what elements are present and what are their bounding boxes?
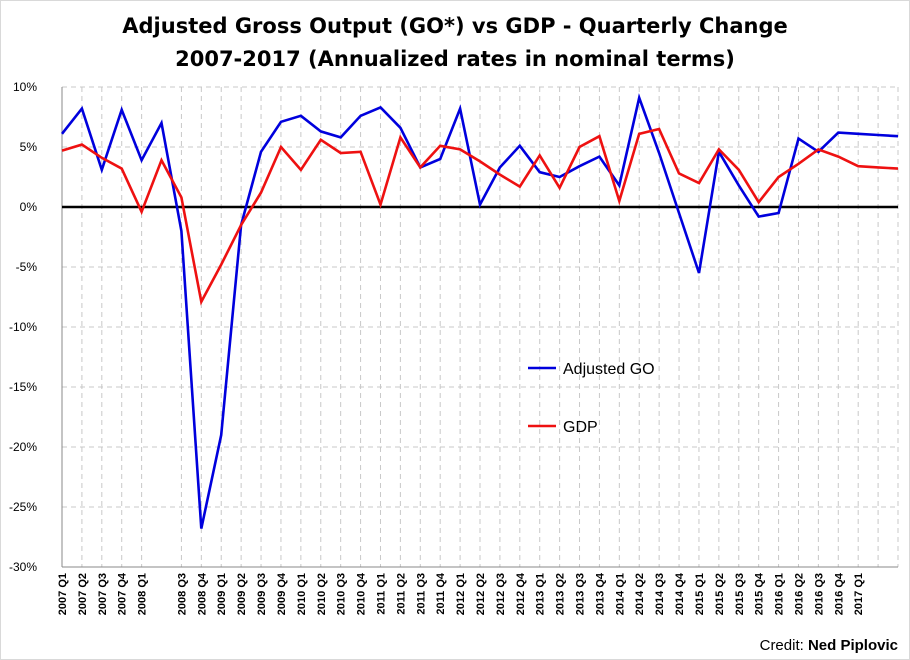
credit-line: Credit: Ned Piplovic xyxy=(760,637,898,654)
credit-prefix: Credit: xyxy=(759,637,808,654)
series-lines xyxy=(60,93,899,529)
y-tick-label: -20% xyxy=(9,440,37,454)
x-tick-label: 2011 Q3 xyxy=(415,573,427,615)
series-line-gdp xyxy=(61,127,899,306)
x-tick-label: 2010 Q3 xyxy=(336,573,348,615)
y-tick-label: -15% xyxy=(9,380,37,394)
x-tick-label: 2012 Q1 xyxy=(455,573,467,615)
x-tick-labels: 2007 Q1 2007 Q2 2007 Q3 2007 Q4 2008 Q1 2008 … xyxy=(57,572,865,615)
x-tick-label: 2012 Q3 xyxy=(495,573,507,615)
x-tick-label: 2014 Q3 xyxy=(654,573,666,615)
x-tick-label: 2015 Q1 xyxy=(694,573,706,615)
y-tick-label: -25% xyxy=(9,500,37,514)
y-tick-label: -5% xyxy=(16,260,38,274)
chart-title-line-1: Adjusted Gross Output (GO*) vs GDP - Qua… xyxy=(122,14,788,38)
x-tick-label: 2013 Q4 xyxy=(594,572,606,615)
x-tick-label: 2016 Q1 xyxy=(774,573,786,615)
x-tick-label: 2009 Q2 xyxy=(236,573,248,615)
y-tick-label: -10% xyxy=(9,320,37,334)
x-tick-label: 2009 Q4 xyxy=(276,572,288,615)
x-tick-label: 2009 Q3 xyxy=(256,573,268,615)
legend-label-adjusted-go: Adjusted GO xyxy=(563,361,655,378)
x-tick-label: 2013 Q1 xyxy=(535,573,547,615)
y-tick-label: 10% xyxy=(13,80,37,94)
x-tick-label: 2011 Q4 xyxy=(435,572,447,614)
x-tick-label: 2014 Q2 xyxy=(634,573,646,615)
x-tick-label: 2012 Q4 xyxy=(515,572,527,615)
credit-name: Ned Piplovic xyxy=(807,637,898,654)
x-tick-label: 2008 Q3 xyxy=(176,573,188,615)
x-tick-label: 2011 Q2 xyxy=(395,573,407,615)
legend: Adjusted GO GDP xyxy=(528,361,655,436)
x-tick-label: 2009 Q1 xyxy=(216,573,228,615)
grid-lines xyxy=(62,86,899,568)
x-tick-label: 2015 Q2 xyxy=(714,573,726,615)
y-tick-label: 5% xyxy=(20,140,38,154)
x-tick-label: 2007 Q4 xyxy=(117,572,129,615)
x-tick-label: 2013 Q2 xyxy=(555,573,567,615)
y-tick-label: -30% xyxy=(9,560,37,574)
x-tick-label: 2011 Q1 xyxy=(375,573,387,615)
chart-title: Adjusted Gross Output (GO*) vs GDP - Qua… xyxy=(0,10,910,76)
x-tick-label: 2015 Q4 xyxy=(754,572,766,615)
chart-title-line-2: 2007-2017 (Annualized rates in nominal t… xyxy=(175,47,735,71)
x-tick-label: 2014 Q4 xyxy=(674,572,686,615)
x-tick-label: 2010 Q4 xyxy=(356,572,368,615)
x-tick-label: 2010 Q1 xyxy=(296,573,308,615)
x-tick-label: 2012 Q2 xyxy=(475,573,487,615)
x-tick-label: 2008 Q1 xyxy=(137,573,149,615)
x-tick-label: 2015 Q3 xyxy=(734,573,746,615)
x-tick-label: 2017 Q1 xyxy=(853,573,865,615)
x-tick-label: 2007 Q1 xyxy=(57,573,69,615)
x-tick-label: 2008 Q4 xyxy=(196,572,208,615)
legend-label-gdp: GDP xyxy=(563,419,598,436)
y-tick-labels: 10% 5% 0% -5% -10% -15% -20% -25% -30% xyxy=(9,80,37,574)
series-line-adjusted-go xyxy=(60,93,899,529)
x-tick-label: 2013 Q3 xyxy=(575,573,587,615)
x-tick-label: 2016 Q2 xyxy=(793,573,805,615)
y-tick-label: 0% xyxy=(20,200,38,214)
x-tick-label: 2014 Q1 xyxy=(614,573,626,615)
x-tick-label: 2016 Q4 xyxy=(833,572,845,615)
x-tick-label: 2010 Q2 xyxy=(316,573,328,615)
x-tick-label: 2016 Q3 xyxy=(813,573,825,615)
x-tick-label: 2007 Q3 xyxy=(97,573,109,615)
x-tick-label: 2007 Q2 xyxy=(77,573,89,615)
